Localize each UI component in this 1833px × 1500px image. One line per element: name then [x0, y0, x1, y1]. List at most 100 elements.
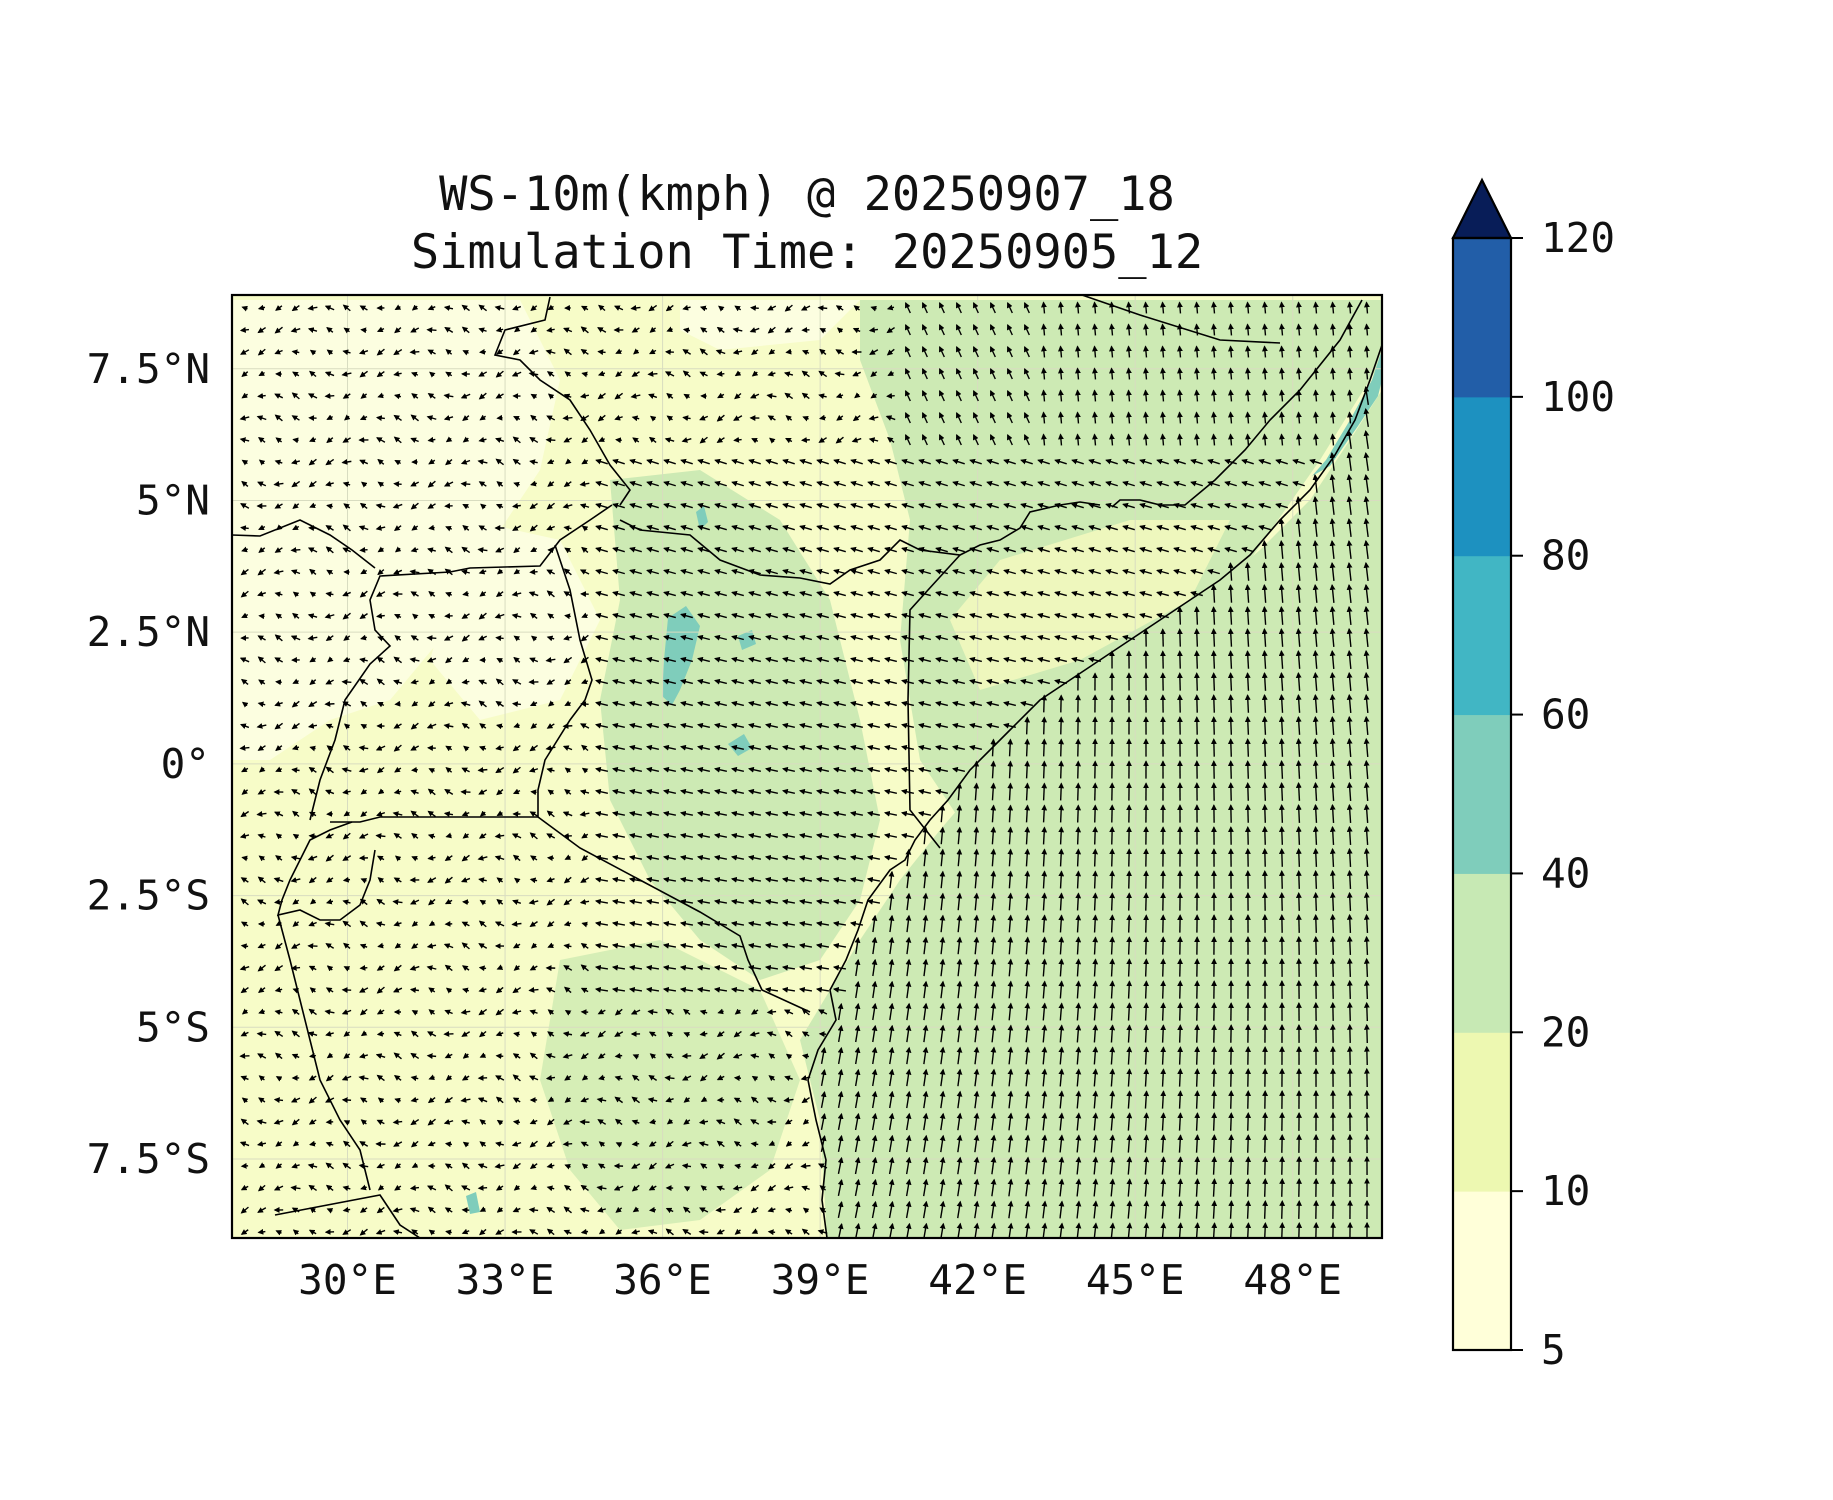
wind-arrow [716, 326, 725, 334]
wind-arrow [580, 1228, 589, 1235]
wind-arrow [1177, 433, 1183, 446]
wind-arrow [1177, 1112, 1184, 1131]
wind-arrow [1346, 891, 1353, 911]
wind-arrow [443, 305, 454, 312]
wind-arrow [563, 481, 572, 487]
wind-arrow [986, 480, 999, 487]
wind-arrow [989, 323, 996, 336]
wind-arrow [1245, 1200, 1252, 1219]
wind-arrow [1092, 433, 1098, 446]
wind-arrow [1160, 980, 1167, 999]
wind-arrow [833, 458, 846, 465]
wind-arrow [1139, 458, 1152, 465]
wind-arrow [733, 1075, 742, 1082]
wind-arrow [938, 389, 945, 402]
wind-arrow [1193, 606, 1200, 625]
wind-arrow [1023, 411, 1030, 424]
wind-arrow [1193, 628, 1200, 647]
wind-arrow [716, 414, 725, 422]
wind-arrow [1312, 935, 1319, 955]
wind-arrow [546, 326, 555, 333]
wind-arrow [1330, 367, 1336, 380]
wind-arrow [257, 304, 266, 311]
wind-arrow [478, 348, 486, 355]
wind-arrow [870, 392, 878, 399]
wind-arrow [427, 392, 436, 399]
wind-arrow [1261, 760, 1268, 779]
wind-arrow [646, 458, 659, 465]
wind-arrow [1006, 411, 1013, 424]
wind-arrow [715, 349, 726, 355]
wind-arrow [240, 943, 249, 950]
wind-arrow [734, 370, 742, 377]
x-tick-label: 33°E [456, 1256, 555, 1304]
wind-arrow [377, 392, 384, 399]
wind-arrow [444, 326, 454, 333]
wind-arrow [700, 327, 708, 334]
wind-arrow [460, 459, 471, 465]
wind-arrow [1245, 367, 1251, 380]
wind-arrow [1194, 1134, 1201, 1153]
wind-arrow [1126, 411, 1132, 424]
wind-arrow [869, 349, 879, 355]
wind-arrow [1126, 1024, 1133, 1043]
wind-arrow [1363, 451, 1370, 471]
wind-arrow [1058, 367, 1064, 380]
wind-arrow [885, 415, 896, 421]
wind-arrow [1227, 760, 1234, 779]
wind-arrow [1023, 301, 1030, 314]
wind-arrow [461, 326, 470, 334]
colorbar-block [1453, 396, 1511, 557]
wind-arrow [1227, 628, 1234, 647]
wind-arrow [901, 480, 914, 487]
wind-arrow [1041, 738, 1048, 757]
wind-arrow [324, 393, 335, 399]
wind-arrow [886, 326, 895, 334]
wind-arrow [1075, 804, 1082, 823]
wind-arrow [1092, 870, 1099, 889]
wind-arrow [1261, 804, 1268, 823]
wind-arrow [680, 458, 693, 465]
wind-arrow [1143, 367, 1149, 380]
wind-arrow [496, 481, 504, 488]
wind-arrow [1126, 892, 1133, 911]
wind-arrow [1037, 458, 1050, 465]
wind-arrow [1211, 1134, 1218, 1153]
wind-arrow [1262, 323, 1268, 336]
wind-arrow [1109, 323, 1115, 336]
wind-arrow [478, 392, 487, 400]
wind-arrow [1261, 738, 1268, 757]
wind-arrow [817, 305, 828, 311]
wind-arrow [411, 393, 419, 400]
x-tick-label: 39°E [771, 1256, 870, 1304]
wind-arrow [1245, 1178, 1252, 1197]
wind-arrow [564, 371, 572, 378]
wind-arrow [955, 433, 962, 446]
wind-arrow [818, 370, 828, 378]
wind-arrow [275, 679, 282, 686]
wind-arrow [1228, 367, 1234, 380]
wind-arrow [904, 411, 911, 424]
wind-arrow [1262, 1156, 1269, 1175]
wind-arrow [1126, 345, 1132, 358]
wind-arrow [1312, 913, 1319, 933]
wind-arrow [1092, 323, 1098, 336]
wind-arrow [816, 458, 829, 465]
wind-arrow [938, 367, 945, 380]
wind-arrow [1329, 451, 1336, 471]
wind-arrow [411, 304, 419, 311]
x-tick-label: 30°E [298, 1256, 397, 1304]
wind-arrow [1143, 433, 1149, 446]
wind-arrow [1224, 458, 1237, 465]
wind-arrow [767, 326, 776, 334]
wind-arrow [1092, 411, 1098, 424]
wind-arrow [427, 349, 436, 355]
wind-arrow [1194, 301, 1200, 314]
wind-arrow [477, 459, 488, 465]
wind-arrow [955, 389, 962, 402]
wind-arrow [648, 436, 657, 443]
wind-arrow [309, 436, 317, 443]
wind-arrow [1058, 782, 1065, 801]
wind-arrow [1244, 694, 1251, 713]
wind-arrow [972, 389, 979, 402]
